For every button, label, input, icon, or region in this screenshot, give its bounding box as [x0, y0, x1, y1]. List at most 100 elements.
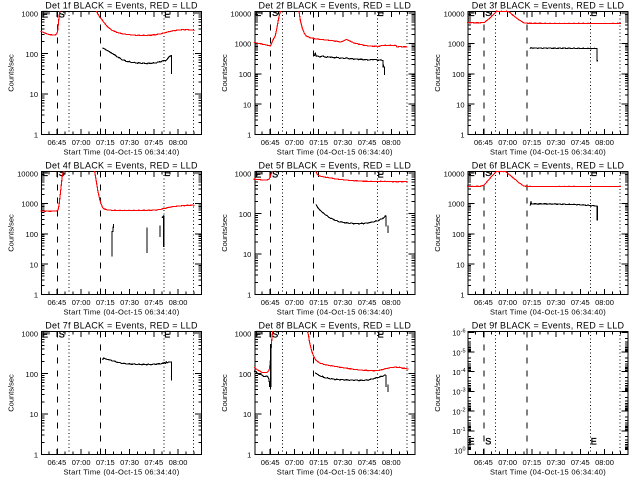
- svg-text:S: S: [485, 8, 491, 18]
- svg-text:10000: 10000: [17, 169, 38, 178]
- svg-text:07:15: 07:15: [96, 298, 115, 307]
- svg-text:E: E: [42, 329, 48, 339]
- svg-text:100: 100: [239, 370, 252, 379]
- svg-text:Counts/sec: Counts/sec: [433, 214, 442, 252]
- svg-text:1000: 1000: [21, 9, 38, 18]
- svg-text:10: 10: [243, 100, 251, 109]
- svg-text:1: 1: [34, 451, 38, 460]
- svg-text:07:15: 07:15: [309, 298, 328, 307]
- svg-text:Det 8f BLACK = Events, RED = L: Det 8f BLACK = Events, RED = LLD: [259, 321, 412, 331]
- svg-text:1000: 1000: [448, 200, 465, 209]
- svg-text:Det 5f BLACK = Events, RED = L: Det 5f BLACK = Events, RED = LLD: [259, 161, 412, 171]
- svg-text:Counts/sec: Counts/sec: [7, 54, 16, 92]
- svg-text:100: 100: [239, 70, 252, 79]
- svg-text:06:45: 06:45: [261, 298, 280, 307]
- svg-text:Counts/sec: Counts/sec: [433, 54, 442, 92]
- svg-text:S: S: [485, 168, 491, 178]
- svg-text:Counts/sec: Counts/sec: [220, 214, 229, 252]
- svg-text:07:00: 07:00: [72, 458, 91, 467]
- svg-text:100: 100: [452, 70, 465, 79]
- svg-text:E: E: [255, 8, 261, 18]
- svg-text:07:30: 07:30: [120, 138, 139, 147]
- svg-text:07:00: 07:00: [285, 298, 304, 307]
- svg-text:E: E: [591, 8, 597, 18]
- svg-text:E: E: [378, 8, 384, 18]
- svg-text:10-1: 10-1: [452, 427, 465, 436]
- svg-text:1000: 1000: [235, 169, 252, 178]
- svg-text:07:30: 07:30: [333, 138, 352, 147]
- svg-text:07:45: 07:45: [358, 138, 377, 147]
- svg-text:Counts/sec: Counts/sec: [7, 374, 16, 412]
- svg-text:S: S: [272, 329, 278, 339]
- svg-text:10: 10: [30, 260, 38, 269]
- svg-text:08:00: 08:00: [169, 138, 188, 147]
- svg-text:Det 9f BLACK = Events, RED = L: Det 9f BLACK = Events, RED = LLD: [472, 321, 625, 331]
- svg-text:E: E: [42, 9, 48, 19]
- svg-text:S: S: [59, 168, 65, 178]
- svg-text:07:00: 07:00: [72, 138, 91, 147]
- svg-text:S: S: [59, 9, 65, 19]
- svg-text:07:45: 07:45: [358, 298, 377, 307]
- svg-text:08:00: 08:00: [382, 298, 401, 307]
- svg-text:07:45: 07:45: [144, 138, 163, 147]
- svg-text:100: 100: [239, 210, 252, 219]
- svg-text:07:15: 07:15: [96, 138, 115, 147]
- svg-text:10-2: 10-2: [452, 407, 465, 416]
- svg-text:E: E: [591, 436, 597, 446]
- svg-text:10000: 10000: [444, 169, 465, 178]
- svg-text:1000: 1000: [448, 40, 465, 49]
- svg-text:08:00: 08:00: [169, 458, 188, 467]
- svg-text:06:45: 06:45: [261, 458, 280, 467]
- svg-text:Start Time (04-Oct-15 06:34:40: Start Time (04-Oct-15 06:34:40): [490, 467, 606, 476]
- svg-text:07:30: 07:30: [120, 298, 139, 307]
- svg-text:10: 10: [30, 410, 38, 419]
- svg-text:Det 7f BLACK = Events, RED = L: Det 7f BLACK = Events, RED = LLD: [45, 321, 198, 331]
- svg-text:100: 100: [452, 230, 465, 239]
- svg-text:Start Time (04-Oct-15 06:34:40: Start Time (04-Oct-15 06:34:40): [490, 147, 606, 156]
- svg-text:100: 100: [454, 447, 465, 456]
- svg-text:Counts/sec: Counts/sec: [433, 374, 442, 412]
- svg-text:07:45: 07:45: [144, 298, 163, 307]
- svg-text:07:30: 07:30: [547, 298, 566, 307]
- svg-text:S: S: [59, 329, 65, 339]
- svg-text:07:00: 07:00: [498, 458, 517, 467]
- svg-text:1: 1: [247, 451, 251, 460]
- svg-text:100: 100: [25, 370, 38, 379]
- svg-text:07:30: 07:30: [547, 458, 566, 467]
- svg-text:Det 3f BLACK = Events, RED = L: Det 3f BLACK = Events, RED = LLD: [472, 1, 625, 11]
- svg-text:Start Time (04-Oct-15 06:34:40: Start Time (04-Oct-15 06:34:40): [277, 147, 393, 156]
- svg-text:Start Time (04-Oct-15 06:34:40: Start Time (04-Oct-15 06:34:40): [63, 467, 179, 476]
- svg-text:1000: 1000: [21, 200, 38, 209]
- svg-text:10-3: 10-3: [452, 388, 465, 397]
- svg-text:1: 1: [34, 131, 38, 140]
- svg-text:06:45: 06:45: [474, 298, 493, 307]
- svg-text:06:45: 06:45: [48, 138, 67, 147]
- svg-text:07:45: 07:45: [358, 458, 377, 467]
- svg-text:07:15: 07:15: [522, 138, 541, 147]
- svg-text:08:00: 08:00: [595, 298, 614, 307]
- svg-text:10-4: 10-4: [452, 368, 465, 377]
- svg-text:E: E: [591, 168, 597, 178]
- svg-text:Det 1f BLACK = Events, RED = L: Det 1f BLACK = Events, RED = LLD: [45, 1, 198, 11]
- svg-text:E: E: [378, 329, 384, 339]
- svg-text:07:00: 07:00: [72, 298, 91, 307]
- svg-text:S: S: [272, 169, 278, 179]
- svg-text:E: E: [378, 169, 384, 179]
- svg-text:Start Time (04-Oct-15 06:34:40: Start Time (04-Oct-15 06:34:40): [277, 307, 393, 316]
- svg-text:08:00: 08:00: [382, 458, 401, 467]
- svg-text:Det 6f BLACK = Events, RED = L: Det 6f BLACK = Events, RED = LLD: [472, 161, 625, 171]
- svg-text:1000: 1000: [235, 329, 252, 338]
- svg-text:Start Time (04-Oct-15 06:34:40: Start Time (04-Oct-15 06:34:40): [63, 307, 179, 316]
- svg-text:Start Time (04-Oct-15 06:34:40: Start Time (04-Oct-15 06:34:40): [490, 307, 606, 316]
- svg-text:06:45: 06:45: [48, 298, 67, 307]
- svg-text:1: 1: [34, 291, 38, 300]
- svg-text:07:30: 07:30: [333, 458, 352, 467]
- svg-text:100: 100: [25, 50, 38, 59]
- svg-text:07:30: 07:30: [120, 458, 139, 467]
- svg-text:Counts/sec: Counts/sec: [220, 374, 229, 412]
- svg-text:E: E: [164, 329, 170, 339]
- svg-text:E: E: [42, 168, 48, 178]
- svg-text:Counts/sec: Counts/sec: [220, 54, 229, 92]
- svg-text:07:45: 07:45: [571, 298, 590, 307]
- svg-text:Counts/sec: Counts/sec: [7, 214, 16, 252]
